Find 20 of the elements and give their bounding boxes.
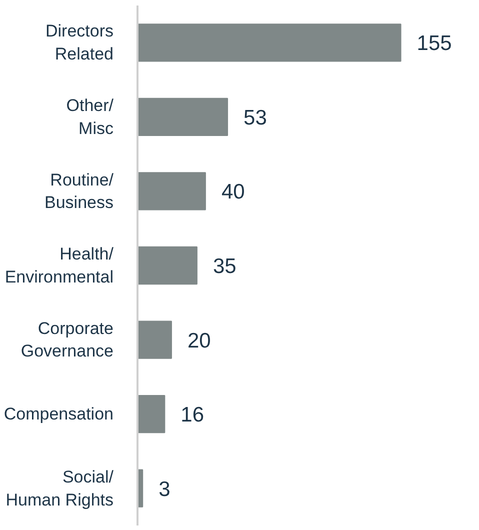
data-label: 20 bbox=[187, 329, 211, 352]
y-tick-label: Corporate Governance bbox=[20, 318, 114, 361]
data-label: 155 bbox=[416, 32, 452, 56]
bar bbox=[138, 98, 228, 136]
y-tick-label: Other/ Misc bbox=[66, 96, 114, 138]
bar bbox=[138, 246, 198, 285]
data-label: 16 bbox=[180, 404, 204, 427]
y-tick-label: Social/ Human Rights bbox=[6, 467, 114, 510]
y-tick-label: Health/ Environmental bbox=[4, 244, 114, 286]
bar bbox=[138, 395, 166, 434]
y-tick-label: Compensation bbox=[4, 404, 114, 424]
y-tick-label: Routine/ Business bbox=[44, 170, 114, 212]
data-label: 35 bbox=[212, 255, 236, 278]
data-label: 3 bbox=[158, 478, 170, 501]
bar bbox=[138, 24, 402, 62]
bar bbox=[138, 172, 206, 210]
data-label: 40 bbox=[221, 180, 245, 204]
bar bbox=[138, 320, 172, 359]
y-tick-label: Directors Related bbox=[45, 22, 114, 64]
data-label: 53 bbox=[244, 106, 267, 130]
